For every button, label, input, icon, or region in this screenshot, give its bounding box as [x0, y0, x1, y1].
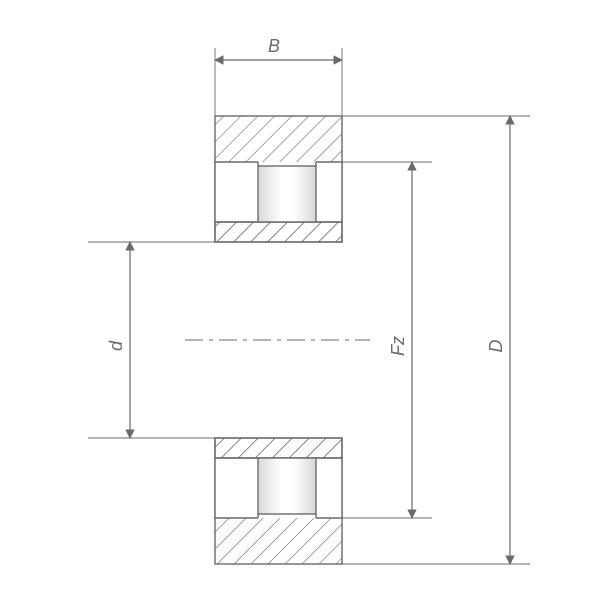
- lower-section: [215, 438, 342, 564]
- upper-section: [215, 116, 342, 242]
- label-Fz: Fz: [388, 336, 408, 356]
- dimension-B: B: [215, 36, 342, 116]
- dimension-D: D: [342, 116, 530, 564]
- label-d: d: [106, 340, 126, 351]
- roller-lower: [258, 458, 316, 514]
- label-B: B: [268, 36, 280, 56]
- roller-upper: [258, 166, 316, 222]
- label-D: D: [486, 340, 506, 353]
- bearing-cross-section: B d Fz D: [0, 0, 600, 600]
